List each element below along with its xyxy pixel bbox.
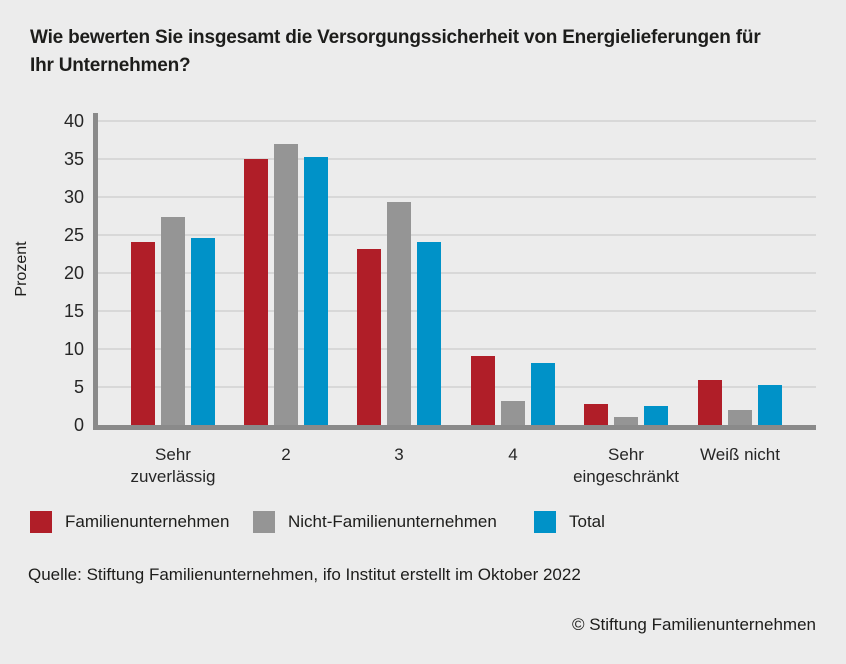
legend-item-nicht-familienunternehmen: Nicht-Familienunternehmen xyxy=(253,511,497,533)
legend: Familienunternehmen Nicht-Familienuntern… xyxy=(0,511,846,537)
bar-chart: Prozent 0 5 10 15 20 25 30 35 40 Sehr zuverlässig… xyxy=(13,111,816,486)
x-axis-label-group2: 2 xyxy=(281,445,291,464)
x-axis-label-group6: Weiß nicht xyxy=(700,445,780,464)
x-axis-label-group3: 3 xyxy=(394,445,404,464)
bar-series2-group2 xyxy=(274,144,298,425)
bar-series3-group4 xyxy=(531,363,555,425)
x-axis-line xyxy=(93,425,816,430)
bar-series2-group5 xyxy=(614,417,638,425)
bar-series3-group5 xyxy=(644,406,668,425)
gridline-35 xyxy=(98,158,816,160)
bar-series1-group1 xyxy=(131,242,155,425)
y-tick-label-35: 35 xyxy=(63,149,84,169)
bar-series3-group2 xyxy=(304,157,328,425)
legend-label-familienunternehmen: Familienunternehmen xyxy=(65,512,230,531)
bar-series1-group5 xyxy=(584,404,608,425)
y-tick-label-25: 25 xyxy=(63,225,84,245)
bar-series1-group3 xyxy=(357,249,381,425)
legend-label-nicht-familienunternehmen: Nicht-Familienunternehmen xyxy=(288,512,497,531)
y-tick-label-0: 0 xyxy=(73,415,84,435)
y-axis-line xyxy=(93,113,98,430)
y-tick-label-40: 40 xyxy=(63,111,84,131)
bar-series2-group3 xyxy=(387,202,411,425)
bar-series1-group6 xyxy=(698,380,722,425)
y-tick-label-15: 15 xyxy=(63,301,84,321)
gridline-20 xyxy=(98,272,816,274)
gridline-5 xyxy=(98,386,816,388)
bar-series1-group2 xyxy=(244,159,268,425)
bar-series3-group1 xyxy=(191,238,215,425)
x-axis-label-group4: 4 xyxy=(508,445,518,464)
legend-item-total: Total xyxy=(534,511,605,533)
legend-swatch-familienunternehmen xyxy=(30,511,52,533)
y-tick-label-30: 30 xyxy=(63,187,84,207)
y-tick-label-5: 5 xyxy=(73,377,84,397)
gridline-25 xyxy=(98,234,816,236)
bar-series1-group4 xyxy=(471,356,495,425)
gridline-30 xyxy=(98,196,816,198)
x-axis-label-group1: Sehr zuverlässig xyxy=(130,445,216,486)
bar-series2-group1 xyxy=(161,217,185,425)
bar-series2-group6 xyxy=(728,410,752,425)
source-note: Quelle: Stiftung Familienunternehmen, if… xyxy=(28,565,581,584)
legend-swatch-total xyxy=(534,511,556,533)
legend-label-total: Total xyxy=(569,512,605,531)
y-tick-label-20: 20 xyxy=(63,263,84,283)
legend-swatch-nicht-familienunternehmen xyxy=(253,511,275,533)
x-axis-label-group5: Sehr eingeschränkt xyxy=(573,445,679,486)
gridline-40 xyxy=(98,120,816,122)
copyright-note: © Stiftung Familienunternehmen xyxy=(571,615,816,634)
legend-item-familienunternehmen: Familienunternehmen xyxy=(30,511,229,533)
gridline-15 xyxy=(98,310,816,312)
bar-series2-group4 xyxy=(501,401,525,425)
bar-series3-group6 xyxy=(758,385,782,425)
chart-title: Wie bewerten Sie insgesamt die Versorgun… xyxy=(30,27,761,76)
y-tick-label-10: 10 xyxy=(63,339,84,359)
bar-series3-group3 xyxy=(417,242,441,425)
gridline-10 xyxy=(98,348,816,350)
